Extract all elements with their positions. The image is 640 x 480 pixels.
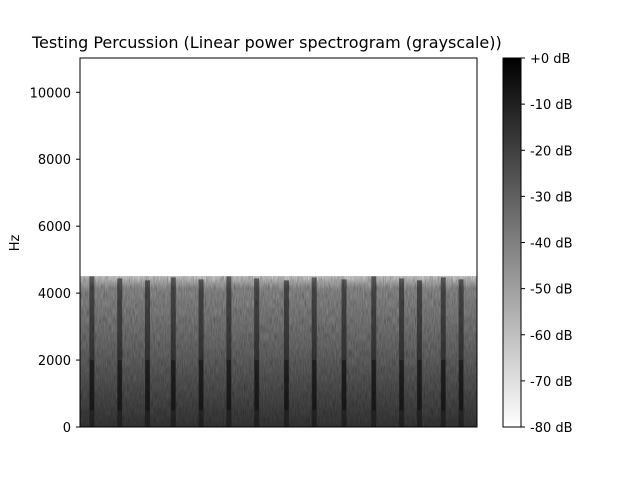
colorbar-tick-label: -40 dB: [530, 237, 573, 252]
colorbar-tick-label: -10 dB: [530, 98, 573, 113]
onset-core: [284, 360, 289, 411]
onset-core: [199, 360, 204, 411]
colorbar-tick-label: +0 dB: [530, 52, 570, 67]
colorbar-tick-label: -80 dB: [530, 421, 573, 436]
onset-core: [417, 360, 422, 411]
colorbar-tick-label: -20 dB: [530, 144, 573, 159]
onset-core: [171, 360, 176, 411]
onset-core: [441, 360, 446, 411]
onset-stripe: [371, 276, 377, 427]
onset-stripe: [399, 278, 405, 427]
onset-stripe: [198, 279, 204, 427]
onset-stripe: [341, 279, 347, 427]
colorbar-tick-label: -70 dB: [530, 375, 573, 390]
onset-stripe: [311, 277, 317, 427]
y-tick-label: 6000: [38, 220, 71, 235]
onset-core: [117, 360, 122, 411]
onset-stripe: [89, 276, 95, 427]
chart-title: Testing Percussion (Linear power spectro…: [32, 33, 502, 52]
onset-core: [145, 360, 150, 411]
colorbar: +0 dB -10 dB -20 dB -30 dB -40 dB -50 dB -60 d…: [502, 52, 573, 436]
onset-stripe: [440, 277, 446, 427]
onset-stripe: [458, 279, 464, 427]
onset-stripe: [226, 276, 232, 427]
onset-core: [312, 360, 317, 411]
onset-core: [254, 360, 259, 411]
onset-core: [399, 360, 404, 411]
onset-stripes: [89, 276, 464, 427]
onset-stripe: [117, 278, 123, 427]
onset-stripe: [416, 280, 422, 427]
onset-stripe: [144, 280, 150, 427]
y-tick-label: 4000: [38, 287, 71, 302]
colorbar-tick-label: -30 dB: [530, 190, 573, 205]
onset-core: [342, 360, 347, 411]
onset-stripe: [283, 280, 289, 427]
colorbar-tick-label: -50 dB: [530, 283, 573, 298]
plot-frame: [79, 57, 478, 428]
y-tick-label: 0: [63, 421, 71, 436]
colorbar-tick-label: -60 dB: [530, 329, 573, 344]
colorbar-gradient: [502, 57, 522, 428]
onset-stripe: [170, 277, 176, 427]
onset-stripe: [254, 278, 260, 427]
onset-core: [371, 360, 376, 411]
y-axis: 0 2000 4000 6000 8000 10000: [30, 86, 80, 436]
y-tick-label: 2000: [38, 354, 71, 369]
y-tick-label: 8000: [38, 153, 71, 168]
onset-core: [459, 360, 464, 411]
y-axis-label: Hz: [8, 235, 23, 252]
y-tick-label: 10000: [30, 86, 71, 101]
plot-area: [79, 57, 478, 428]
onset-core: [226, 360, 231, 411]
onset-core: [89, 360, 94, 411]
